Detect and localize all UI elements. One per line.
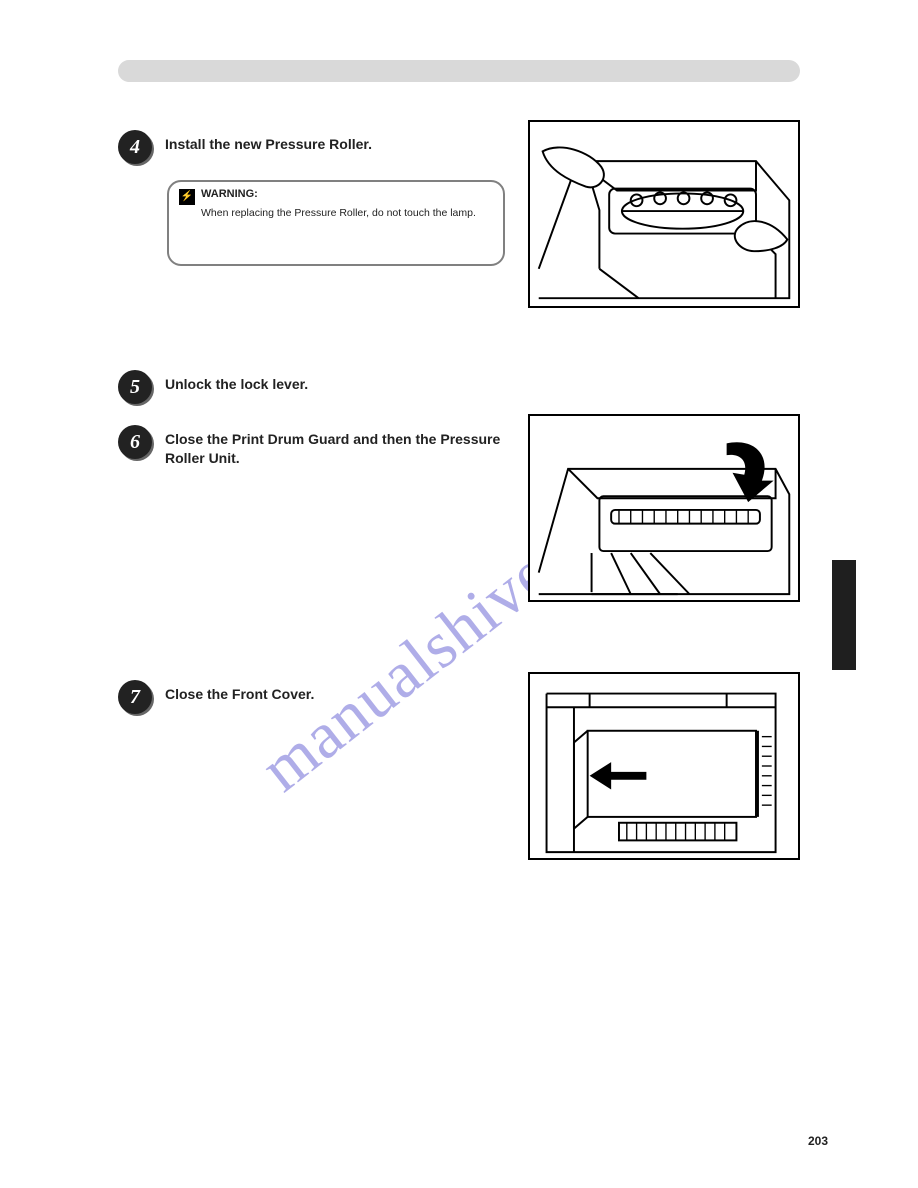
step-4-badge: 4 [118, 130, 152, 164]
step-4-warning-callout: ⚡ WARNING: When replacing the Pressure R… [167, 180, 505, 266]
warning-icon: ⚡ [179, 189, 195, 205]
step-6-figure [528, 414, 800, 602]
page-number: 203 [808, 1134, 828, 1148]
warning-body: When replacing the Pressure Roller, do n… [201, 207, 493, 220]
step-5-badge: 5 [118, 370, 152, 404]
section-tab [832, 560, 856, 670]
header-bar [118, 60, 800, 82]
step-4-text: Install the new Pressure Roller. [165, 135, 505, 154]
step-7-badge: 7 [118, 680, 152, 714]
step-4-figure [528, 120, 800, 308]
step-6-text: Close the Print Drum Guard and then the … [165, 430, 505, 468]
step-7-text: Close the Front Cover. [165, 685, 505, 704]
warning-heading: WARNING: [201, 188, 258, 202]
step-7-figure [528, 672, 800, 860]
step-5-text: Unlock the lock lever. [165, 375, 505, 394]
step-6-badge: 6 [118, 425, 152, 459]
